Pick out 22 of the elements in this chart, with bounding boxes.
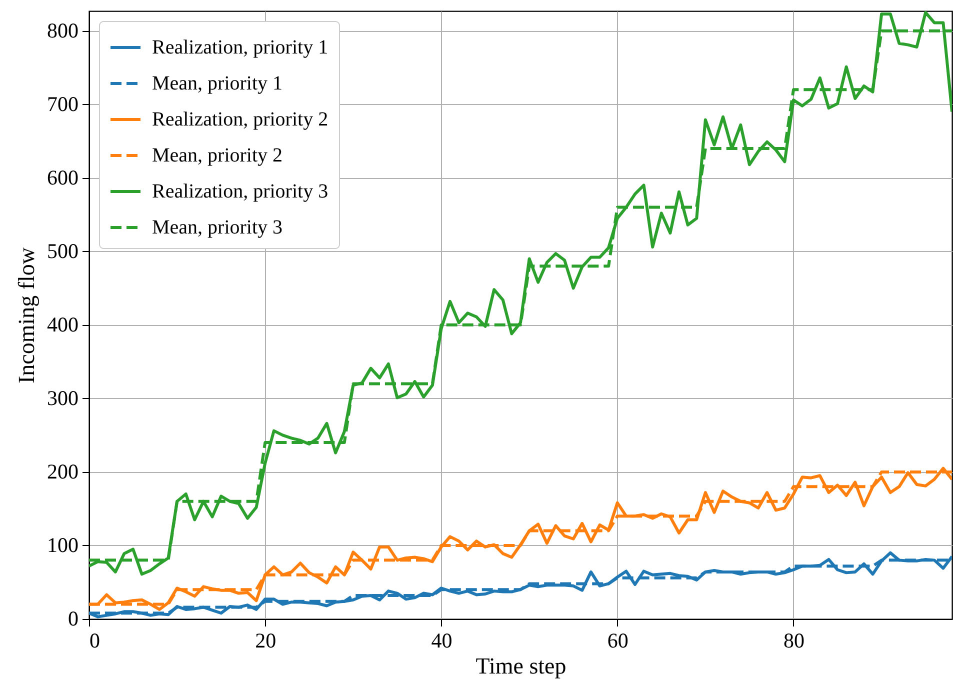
y-tick-label: 600 xyxy=(47,165,78,190)
legend-label: Mean, priority 1 xyxy=(152,72,283,94)
y-tick-label: 100 xyxy=(47,532,78,557)
legend-label: Realization, priority 1 xyxy=(152,36,328,58)
y-axis-title: Incoming flow xyxy=(14,247,39,384)
legend-label: Mean, priority 2 xyxy=(152,144,283,166)
y-tick-label: 0 xyxy=(68,606,78,630)
y-tick-label: 200 xyxy=(47,459,78,484)
x-tick-label: 20 xyxy=(255,628,276,652)
y-tick-label: 500 xyxy=(47,238,78,263)
x-axis-title: Time step xyxy=(476,654,566,678)
legend-label: Realization, priority 2 xyxy=(152,108,328,130)
y-tick-label: 700 xyxy=(47,92,78,116)
y-tick-label: 300 xyxy=(47,386,78,410)
legend-label: Realization, priority 3 xyxy=(152,180,328,202)
y-tick-label: 800 xyxy=(47,18,78,42)
x-tick-label: 60 xyxy=(607,628,628,652)
x-tick-label: 80 xyxy=(783,628,804,652)
legend-label: Mean, priority 3 xyxy=(152,216,283,238)
x-tick-label: 0 xyxy=(90,628,100,652)
x-tick-label: 40 xyxy=(431,628,452,652)
y-tick-label: 400 xyxy=(47,312,78,336)
